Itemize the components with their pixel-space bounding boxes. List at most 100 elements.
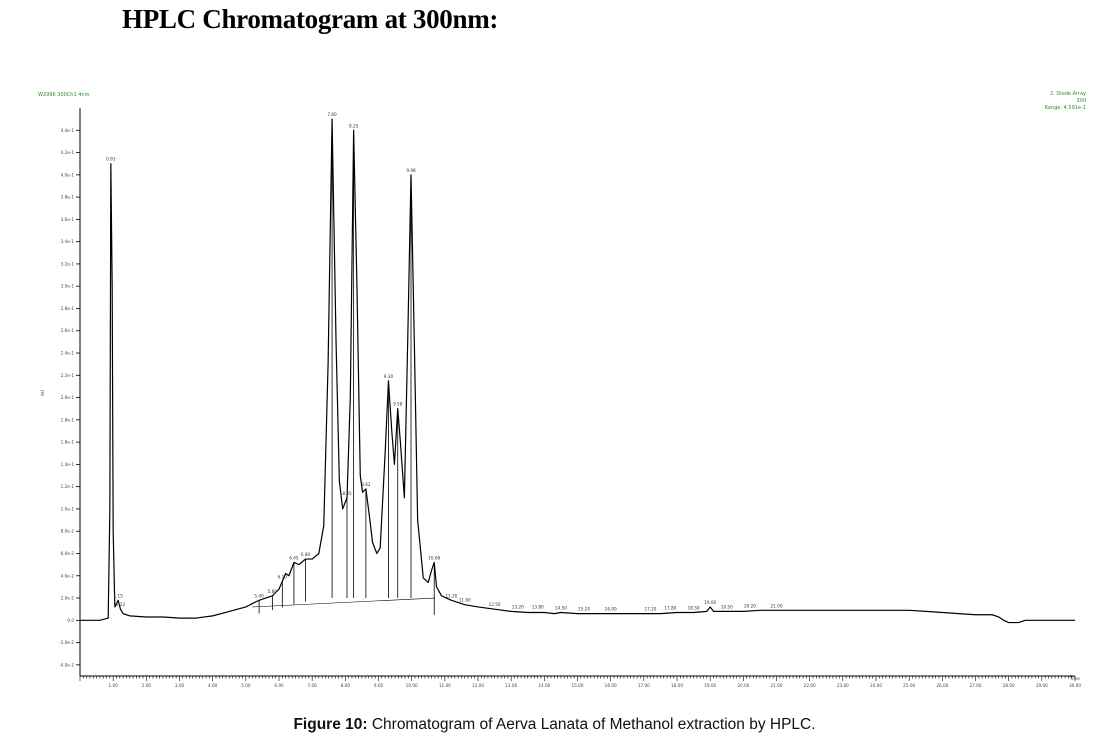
y-tick-label: 3.6e-1 bbox=[61, 217, 75, 222]
x-tick-label: 29.00 bbox=[1036, 683, 1048, 688]
y-tick-label: 1.0e-1 bbox=[61, 506, 75, 511]
peak-label: 16.00 bbox=[605, 607, 617, 612]
x-tick-label: 11.00 bbox=[439, 683, 451, 688]
y-tick-label: -2.0e-2 bbox=[59, 640, 74, 645]
y-tick-label: 0.0 bbox=[67, 618, 74, 623]
x-tick-label: 23.00 bbox=[837, 683, 849, 688]
x-tick-label: 20.00 bbox=[737, 683, 749, 688]
x-tick-label: 21.00 bbox=[771, 683, 783, 688]
peak-baseline bbox=[252, 597, 435, 608]
peak-label: 17.20 bbox=[644, 607, 656, 612]
header-right-line-1: 2: Diode Array bbox=[1050, 91, 1086, 97]
x-tick-label: 9.00 bbox=[374, 683, 384, 688]
x-tick-label: 5.00 bbox=[241, 683, 251, 688]
peak-label: 12.50 bbox=[489, 602, 501, 607]
header-right-line-3: Range: 4.591e-1 bbox=[1045, 105, 1087, 111]
x-tick-label: 27.00 bbox=[970, 683, 982, 688]
peak-label: 6.10 bbox=[278, 574, 288, 579]
y-tick-label: 4.4e-1 bbox=[61, 128, 75, 133]
y-tick-label: -4.0e-2 bbox=[59, 662, 74, 667]
peak-label: 9.30 bbox=[384, 374, 394, 379]
x-tick-label: 6.00 bbox=[274, 683, 284, 688]
x-tick-label: 15.00 bbox=[572, 683, 584, 688]
y-tick-label: 1.4e-1 bbox=[61, 462, 75, 467]
x-tick-label: 12.00 bbox=[472, 683, 484, 688]
y-tick-label: 4.0e-2 bbox=[61, 573, 75, 578]
y-tick-label: 2.8e-1 bbox=[61, 306, 75, 311]
x-tick-label: 26.00 bbox=[936, 683, 948, 688]
y-tick-label: 3.8e-1 bbox=[61, 195, 75, 200]
x-tick-label: 16.00 bbox=[605, 683, 617, 688]
peak-label: 19.00 bbox=[704, 600, 716, 605]
y-tick-label: 1.8e-1 bbox=[61, 417, 75, 422]
y-tick-label: 2.2e-1 bbox=[61, 373, 75, 378]
peak-label: 11.20 bbox=[445, 593, 457, 598]
peak-label: 20.20 bbox=[744, 603, 756, 608]
x-tick-label: 2.00 bbox=[142, 683, 152, 688]
peak-label: 11.60 bbox=[459, 598, 471, 603]
x-tick-label: 10.00 bbox=[406, 683, 418, 688]
peak-label: 0.93 bbox=[106, 157, 116, 162]
peak-label: 1.15 bbox=[113, 593, 123, 598]
y-tick-label: 2.6e-1 bbox=[61, 328, 75, 333]
x-tick-label: 28.00 bbox=[1003, 683, 1015, 688]
x-tick-label: 22.00 bbox=[804, 683, 816, 688]
axes-group bbox=[79, 108, 1075, 677]
peak-label: 8.62 bbox=[361, 482, 371, 487]
peak-label: 8.25 bbox=[349, 123, 359, 128]
peak-label: 6.80 bbox=[301, 552, 311, 557]
ticks-group: -4.0e-2 -2.0e-2 0.0 2.0e-2 4.0e-2 6.0e-2 8.0e-… bbox=[59, 128, 1081, 688]
peak-label: 6.45 bbox=[289, 555, 299, 560]
peak-labels-group: 0.93 1.15 1.22 5.40 5.80 6.10 6.456.80 7.60 8.05… bbox=[106, 112, 783, 611]
chromatogram-trace-line bbox=[80, 118, 1075, 624]
page-title: HPLC Chromatogram at 300nm: bbox=[122, 4, 499, 34]
peak-label: 18.50 bbox=[688, 606, 700, 611]
x-tick-label: 1.00 bbox=[109, 683, 119, 688]
y-axis-label: AU bbox=[40, 390, 45, 396]
peak-drop-lines-group bbox=[252, 119, 435, 615]
peak-label: 15.20 bbox=[578, 607, 590, 612]
caption-label: Figure 10: bbox=[293, 716, 368, 733]
x-tick-label: 24.00 bbox=[870, 683, 882, 688]
y-tick-label: 3.2e-1 bbox=[61, 261, 75, 266]
y-tick-label: 4.2e-1 bbox=[61, 150, 75, 155]
y-tick-label: 1.2e-1 bbox=[61, 484, 75, 489]
trace-group bbox=[80, 118, 1075, 624]
y-tick-label: 1.6e-1 bbox=[61, 440, 75, 445]
peak-label: 10.68 bbox=[428, 555, 440, 560]
y-tick-label: 2.0e-1 bbox=[61, 395, 75, 400]
y-tick-label: 4.0e-1 bbox=[61, 172, 75, 177]
peak-label: 1.22 bbox=[116, 602, 126, 607]
peak-label: 13.80 bbox=[532, 604, 544, 609]
x-tick-label: 19.00 bbox=[704, 683, 716, 688]
peak-label: 21.00 bbox=[771, 603, 783, 608]
y-tick-label: 3.4e-1 bbox=[61, 239, 75, 244]
y-tick-label: 2.0e-2 bbox=[61, 596, 75, 601]
peak-label: 5.40 bbox=[254, 593, 264, 598]
peak-label: 13.20 bbox=[512, 604, 524, 609]
peak-label: 17.80 bbox=[664, 606, 676, 611]
peak-label: 19.50 bbox=[721, 604, 733, 609]
peak-label: 8.05 bbox=[342, 491, 352, 496]
x-tick-label: 30.00 bbox=[1069, 683, 1081, 688]
peak-label: 14.50 bbox=[555, 606, 567, 611]
x-tick-label: 17.00 bbox=[638, 683, 650, 688]
y-tick-label: 8.0e-2 bbox=[61, 529, 75, 534]
x-tick-label: 3.00 bbox=[175, 683, 185, 688]
y-tick-label: 2.4e-1 bbox=[61, 351, 75, 356]
x-tick-label: 13.00 bbox=[505, 683, 517, 688]
y-tick-label: 6.0e-2 bbox=[61, 551, 75, 556]
x-tick-label: 8.00 bbox=[341, 683, 351, 688]
header-right-line-2: 300 bbox=[1076, 98, 1086, 104]
x-axis-label: Time bbox=[1069, 676, 1081, 681]
peak-label: 9.58 bbox=[393, 402, 403, 407]
x-tick-label: 14.00 bbox=[538, 683, 550, 688]
x-tick-label: 7.00 bbox=[308, 683, 318, 688]
x-tick-label: 4.00 bbox=[208, 683, 218, 688]
peak-label: 7.60 bbox=[327, 112, 337, 117]
peak-label: 9.98 bbox=[406, 168, 416, 173]
figure-caption: Figure 10: Chromatogram of Aerva Lanata … bbox=[0, 716, 1109, 734]
caption-text: Chromatogram of Aerva Lanata of Methanol… bbox=[367, 716, 816, 733]
header-left-label: W2996 300Ch1 4nm bbox=[38, 92, 90, 98]
